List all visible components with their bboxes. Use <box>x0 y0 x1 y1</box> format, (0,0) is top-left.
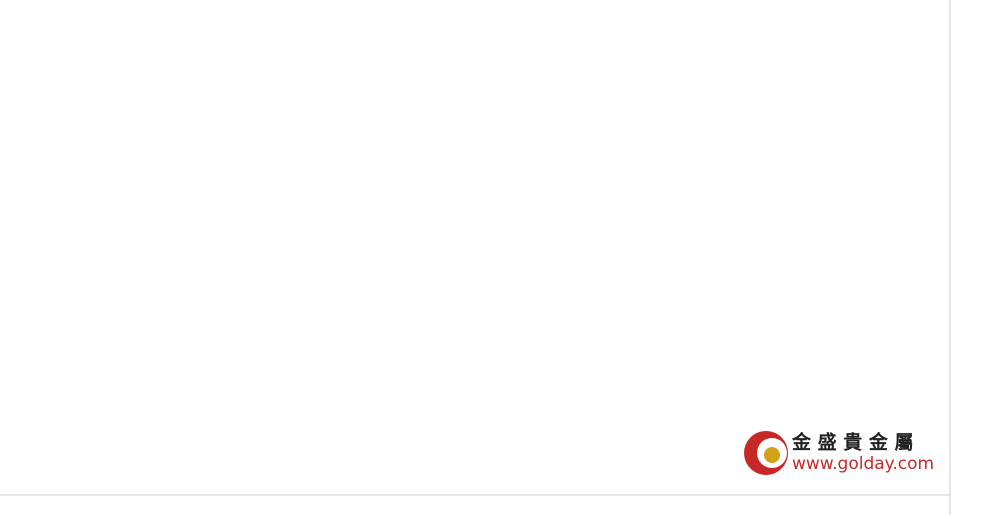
brand-name: 金 盛 貴 金 屬 <box>791 431 913 454</box>
brand-url: www.golday.com <box>792 454 934 474</box>
price-axis <box>950 0 991 515</box>
watermark: 金 盛 貴 金 屬 www.golday.com <box>744 431 934 475</box>
logo <box>764 447 780 463</box>
